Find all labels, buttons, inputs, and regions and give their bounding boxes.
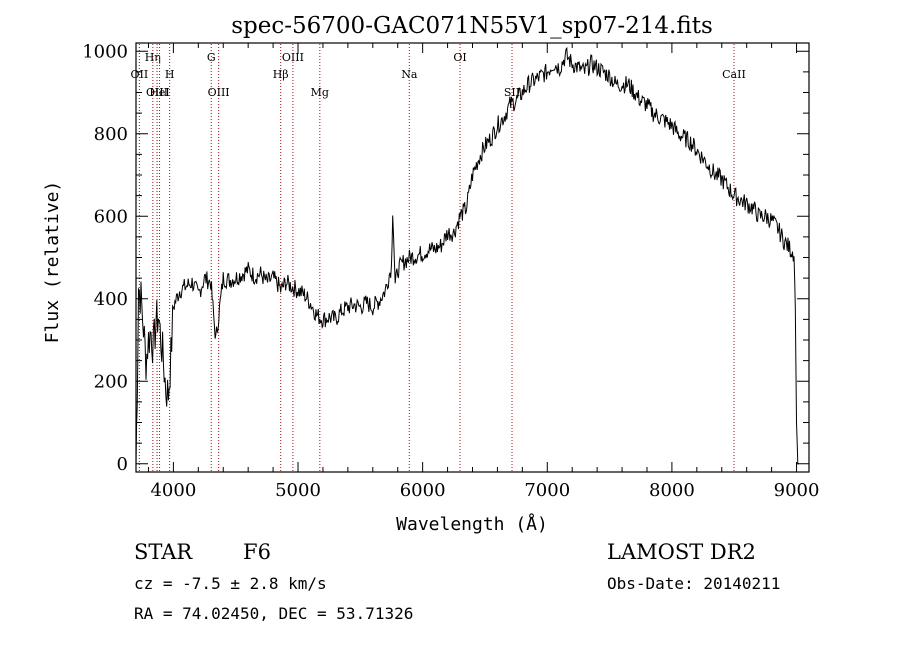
- x-axis-ticks: 4000 5000 6000 7000 8000 9000: [147, 43, 820, 501]
- line-marker-label: OIII: [282, 51, 304, 64]
- y-tick-label: 0: [117, 454, 128, 475]
- chart-title: spec-56700-GAC071N55V1_sp07-214.fits: [231, 13, 713, 39]
- x-tick-label: 9000: [774, 480, 820, 501]
- plot-frame: [135, 42, 810, 473]
- x-tick-label: 7000: [524, 480, 570, 501]
- x-tick-label: 5000: [275, 480, 321, 501]
- y-tick-label: 400: [94, 289, 128, 310]
- line-marker-label: G: [207, 51, 216, 64]
- x-tick-label: 6000: [400, 480, 446, 501]
- x-tick-label: 4000: [150, 480, 196, 501]
- y-tick-label: 200: [94, 371, 128, 392]
- line-marker-label: Mg: [311, 86, 329, 99]
- object-subclass: F6: [243, 540, 271, 564]
- line-marker-label: HeI: [149, 86, 169, 99]
- line-marker-label: SII: [504, 86, 520, 99]
- line-marker-label: Hβ: [273, 68, 289, 81]
- coordinates-text: RA = 74.02450, DEC = 53.71326: [134, 604, 414, 623]
- survey-name: LAMOST DR2: [607, 540, 756, 564]
- line-marker-label: Na: [401, 68, 418, 81]
- redshift-text: cz = -7.5 ± 2.8 km/s: [134, 574, 327, 593]
- line-marker-label: OI: [453, 51, 466, 64]
- obs-date-text: Obs-Date: 20140211: [607, 574, 781, 593]
- x-tick-label: 8000: [649, 480, 695, 501]
- y-tick-label: 800: [94, 124, 128, 145]
- spectrum-series-line: [135, 46, 799, 465]
- line-marker-label: OIII: [146, 86, 168, 99]
- y-axis-ticks: 0 200 400 600 800 1000: [82, 41, 809, 475]
- y-axis-label: Flux (relative): [42, 181, 63, 344]
- x-axis-label: Wavelength (Å): [396, 513, 548, 535]
- line-marker-label: Hη: [145, 51, 161, 64]
- y-tick-label: 1000: [82, 41, 128, 62]
- object-class: STAR: [134, 540, 193, 564]
- line-marker-label: CaII: [722, 68, 746, 81]
- y-tick-label: 600: [94, 206, 128, 227]
- line-marker-label: OIII: [208, 86, 230, 99]
- line-marker-label: H: [165, 68, 175, 81]
- line-marker-label: OII: [131, 68, 149, 81]
